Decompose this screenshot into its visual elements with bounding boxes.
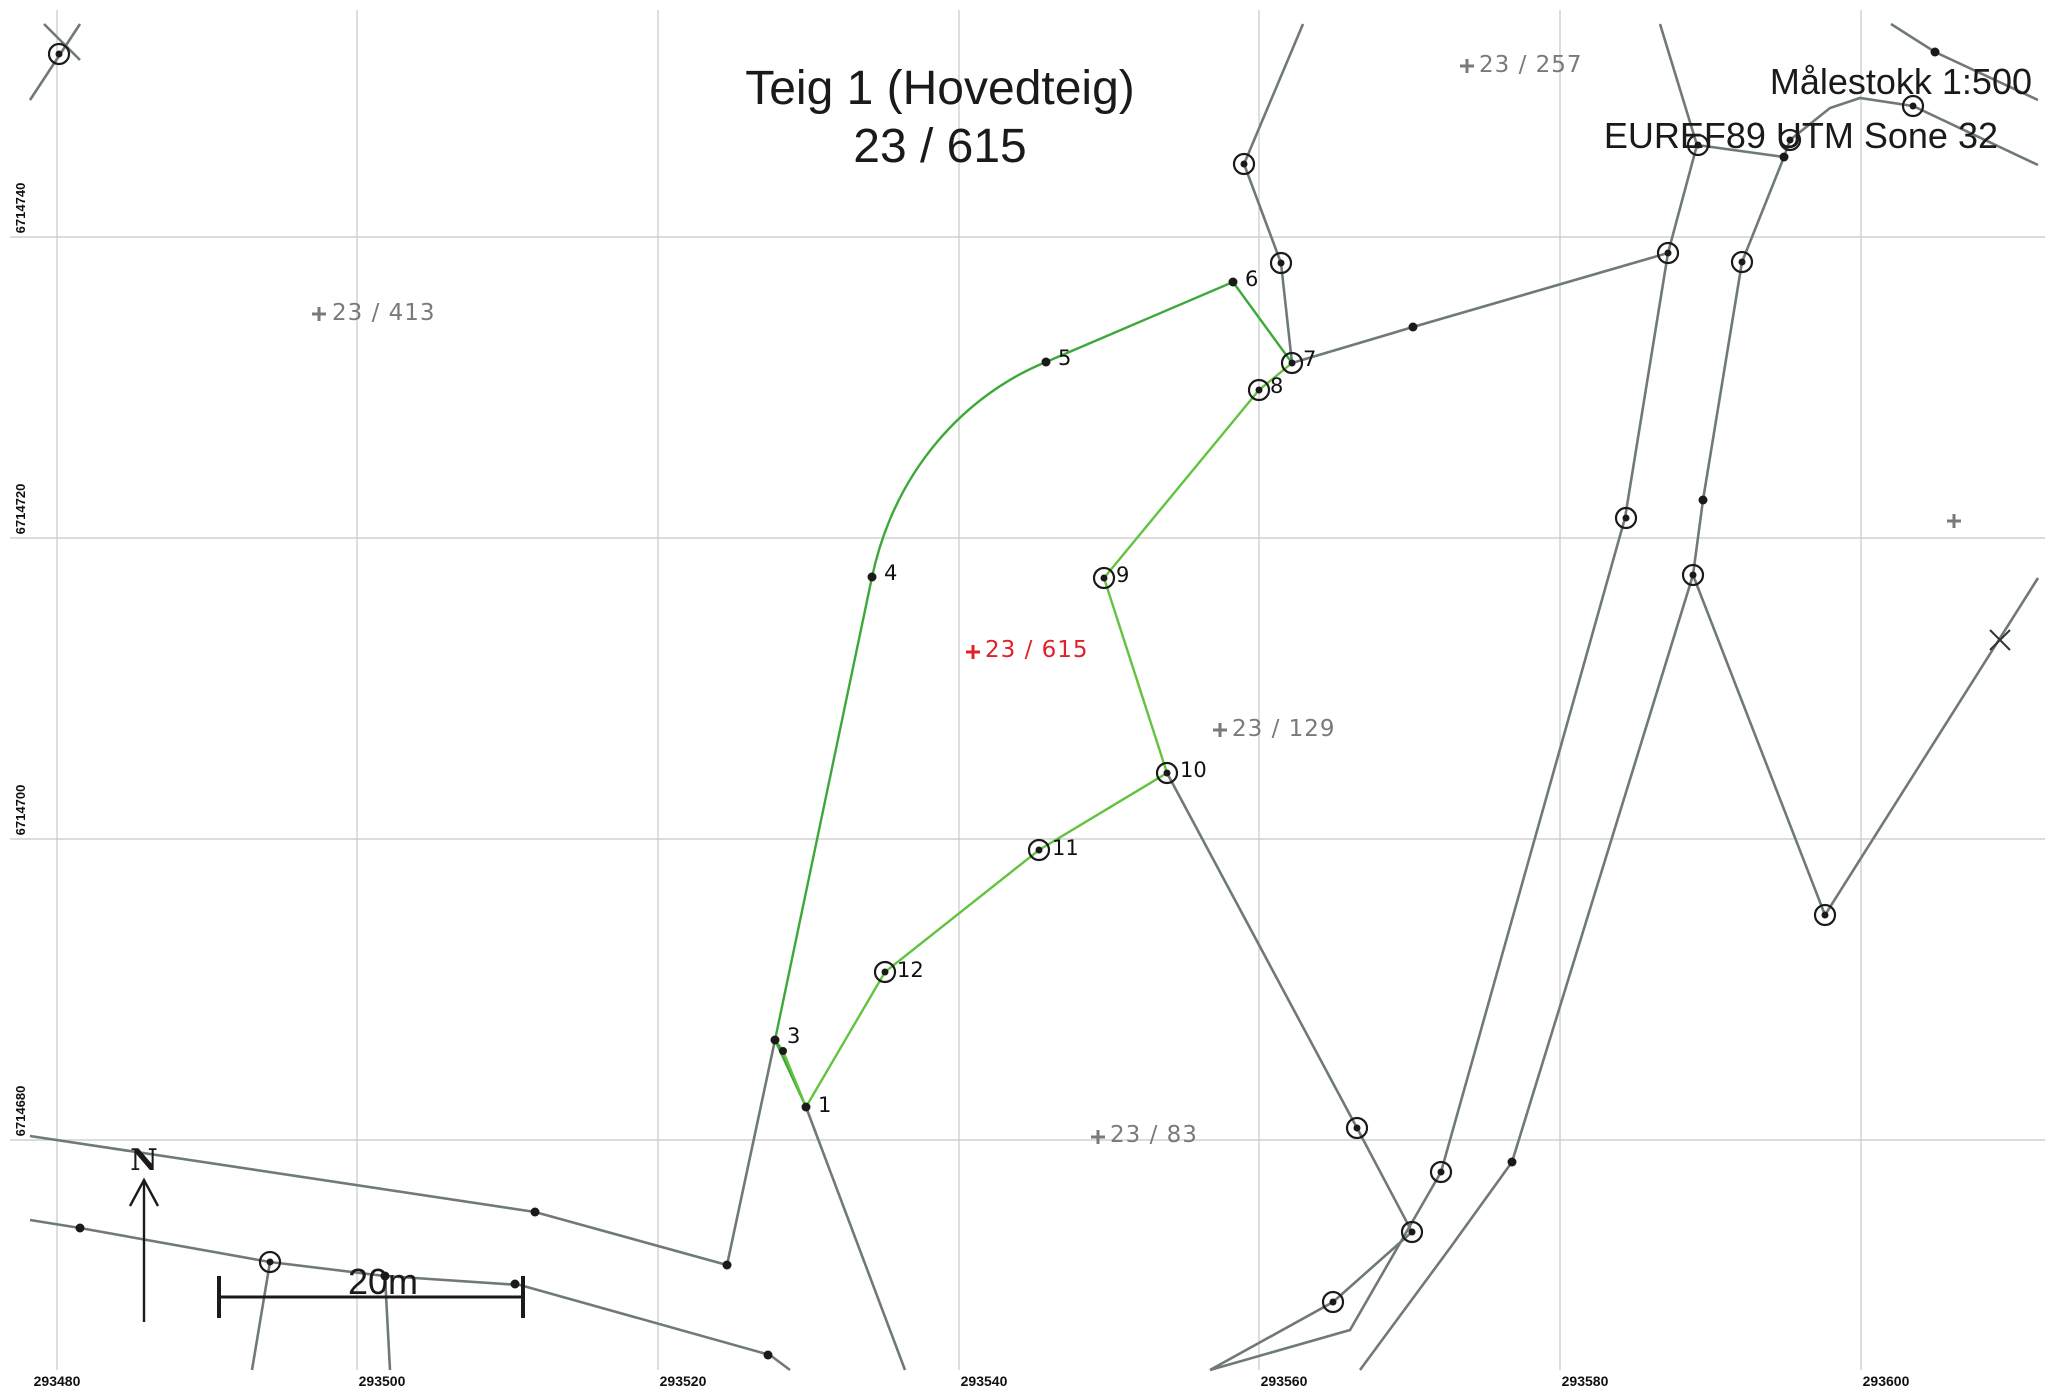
scale-bar-label: 20m xyxy=(348,1261,418,1302)
scale-bar: 20m xyxy=(217,1261,525,1318)
coordinate-grid xyxy=(10,10,2045,1370)
easting-label: 293500 xyxy=(359,1373,406,1389)
title-line-2: 23 / 615 xyxy=(853,120,1026,173)
easting-label: 293560 xyxy=(1261,1373,1308,1389)
point-label-8: 8 xyxy=(1270,374,1283,398)
parcel-label: 23 / 83 xyxy=(1110,1122,1198,1148)
easting-label: 293540 xyxy=(961,1373,1008,1389)
easting-axis: 293480 293500 293520 293540 293560 29358… xyxy=(34,1373,1910,1389)
title-line-1: Teig 1 (Hovedteig) xyxy=(745,62,1135,115)
point-label-5: 5 xyxy=(1058,346,1071,370)
parcel-label: 23 / 413 xyxy=(332,300,436,326)
parcel-boundary-23-615[interactable] xyxy=(773,280,1293,1108)
unlabeled-parcel-marker xyxy=(1947,514,1961,528)
neighbour-boundaries xyxy=(28,22,2040,1372)
parcel-labels: 23 / 413 23 / 257 23 / 615 23 / 129 23 /… xyxy=(312,52,1961,1148)
parcel-marker-23-257: 23 / 257 xyxy=(1460,52,1583,78)
survey-markers xyxy=(47,42,2011,1360)
point-label-7: 7 xyxy=(1303,347,1316,371)
parcel-label: 23 / 129 xyxy=(1232,716,1336,742)
northing-label: 6714720 xyxy=(13,484,28,535)
map-title: Teig 1 (Hovedteig) 23 / 615 xyxy=(745,62,1135,173)
northing-label: 6714680 xyxy=(13,1086,28,1137)
boundary-point-labels: 1 3 4 5 6 7 8 9 10 11 12 xyxy=(787,267,1316,1117)
parcel-label-main: 23 / 615 xyxy=(985,637,1089,663)
parcel-marker-23-413: 23 / 413 xyxy=(312,300,436,326)
point-label-1: 1 xyxy=(818,1093,831,1117)
point-label-9: 9 xyxy=(1116,563,1129,587)
point-label-12: 12 xyxy=(897,958,924,982)
northing-axis: 6714740 6714720 6714700 6714680 xyxy=(13,183,28,1137)
parcel-marker-23-615: 23 / 615 xyxy=(966,637,1089,663)
easting-label: 293520 xyxy=(660,1373,707,1389)
map-info: Målestokk 1:500 EUREF89 UTM Sone 32 xyxy=(1604,61,2032,156)
point-label-11: 11 xyxy=(1052,836,1079,860)
point-label-4: 4 xyxy=(884,561,897,585)
northing-label: 6714740 xyxy=(13,183,28,234)
parcel-label: 23 / 257 xyxy=(1479,52,1583,78)
north-label: N xyxy=(130,1143,157,1178)
crs-text: EUREF89 UTM Sone 32 xyxy=(1604,115,1998,156)
scale-text: Målestokk 1:500 xyxy=(1770,61,2032,102)
easting-label: 293580 xyxy=(1562,1373,1609,1389)
point-label-10: 10 xyxy=(1180,758,1207,782)
easting-label: 293480 xyxy=(34,1373,81,1389)
north-arrow: N xyxy=(128,1143,160,1322)
point-label-6: 6 xyxy=(1245,267,1258,291)
point-label-3: 3 xyxy=(787,1024,800,1048)
parcel-marker-23-83: 23 / 83 xyxy=(1091,1122,1198,1148)
easting-label: 293600 xyxy=(1863,1373,1910,1389)
parcel-marker-23-129: 23 / 129 xyxy=(1213,716,1336,742)
northing-label: 6714700 xyxy=(13,785,28,836)
